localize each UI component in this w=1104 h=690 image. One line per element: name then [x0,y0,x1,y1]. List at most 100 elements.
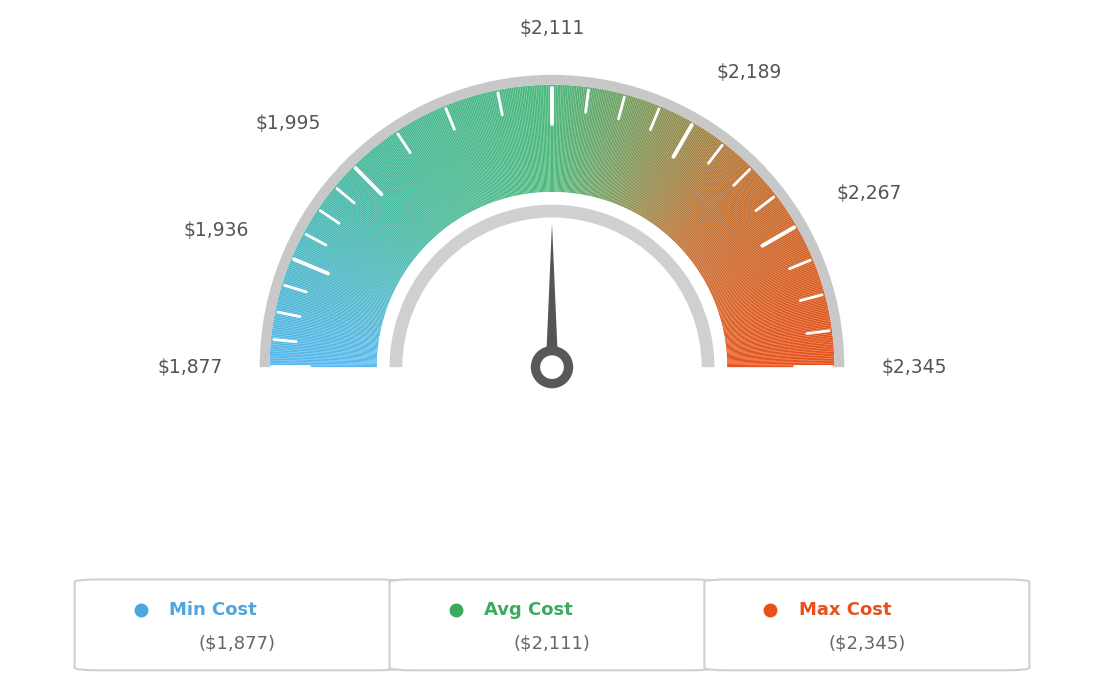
Wedge shape [711,250,809,295]
Wedge shape [315,213,405,273]
Wedge shape [703,225,797,280]
Text: ($2,111): ($2,111) [513,635,591,653]
Wedge shape [309,222,402,278]
Wedge shape [519,86,532,193]
Wedge shape [289,262,390,303]
Wedge shape [708,239,805,288]
Wedge shape [390,205,714,367]
Wedge shape [320,204,410,267]
Wedge shape [481,93,510,197]
Wedge shape [410,122,465,216]
Wedge shape [343,175,424,249]
Wedge shape [272,333,379,347]
Wedge shape [337,183,420,254]
Wedge shape [677,168,754,245]
Wedge shape [298,242,395,290]
Wedge shape [671,160,745,239]
Wedge shape [712,253,811,297]
Wedge shape [714,260,814,302]
Wedge shape [401,128,459,219]
Wedge shape [276,304,381,329]
Wedge shape [705,231,800,284]
Wedge shape [275,309,381,332]
Wedge shape [487,92,512,197]
Wedge shape [327,195,413,262]
Wedge shape [448,104,489,204]
Wedge shape [585,90,607,195]
Wedge shape [646,129,704,220]
Wedge shape [331,190,416,258]
Wedge shape [283,282,385,315]
Wedge shape [388,137,450,225]
Wedge shape [680,174,760,248]
Wedge shape [599,95,630,199]
Wedge shape [278,297,382,325]
FancyBboxPatch shape [75,580,400,670]
Wedge shape [318,207,407,268]
Wedge shape [722,299,827,326]
Wedge shape [302,234,397,286]
Wedge shape [386,137,450,226]
Wedge shape [656,139,721,227]
Wedge shape [347,172,425,247]
Wedge shape [286,271,388,309]
Wedge shape [316,211,406,271]
Wedge shape [711,248,809,295]
Wedge shape [290,260,390,302]
Wedge shape [609,100,646,202]
Wedge shape [728,358,835,363]
Wedge shape [277,302,382,328]
Wedge shape [724,313,829,335]
Wedge shape [692,198,779,264]
Wedge shape [726,342,834,353]
Wedge shape [581,88,599,195]
Wedge shape [321,203,410,266]
Wedge shape [528,86,538,193]
Wedge shape [299,239,396,288]
Wedge shape [562,85,570,193]
Wedge shape [611,101,648,202]
Wedge shape [707,236,803,286]
Wedge shape [311,217,404,275]
Wedge shape [431,112,477,209]
Wedge shape [622,108,666,207]
Wedge shape [650,134,712,223]
Wedge shape [459,99,496,201]
Wedge shape [435,110,480,208]
Wedge shape [325,198,412,264]
Wedge shape [384,139,449,226]
Wedge shape [724,316,830,337]
Wedge shape [408,123,464,217]
Wedge shape [406,124,463,217]
Wedge shape [279,292,383,322]
Wedge shape [420,117,470,213]
Wedge shape [404,126,461,218]
Wedge shape [330,191,415,259]
Wedge shape [682,178,763,250]
FancyBboxPatch shape [704,580,1029,670]
Wedge shape [405,125,461,217]
Wedge shape [312,216,404,274]
Wedge shape [688,190,773,258]
Wedge shape [359,160,433,239]
Wedge shape [588,91,612,196]
Wedge shape [452,103,490,204]
Wedge shape [576,88,593,194]
Wedge shape [683,180,765,252]
Wedge shape [672,162,747,241]
Wedge shape [690,193,775,260]
Wedge shape [641,124,698,217]
Wedge shape [666,152,736,235]
Wedge shape [645,128,703,219]
Wedge shape [297,244,394,292]
Wedge shape [710,244,807,292]
Wedge shape [580,88,598,195]
Wedge shape [556,85,561,192]
Wedge shape [323,199,411,264]
Wedge shape [273,326,379,343]
Wedge shape [371,150,440,233]
Wedge shape [465,98,499,201]
Wedge shape [705,230,799,283]
Wedge shape [549,85,551,192]
Wedge shape [680,175,761,249]
